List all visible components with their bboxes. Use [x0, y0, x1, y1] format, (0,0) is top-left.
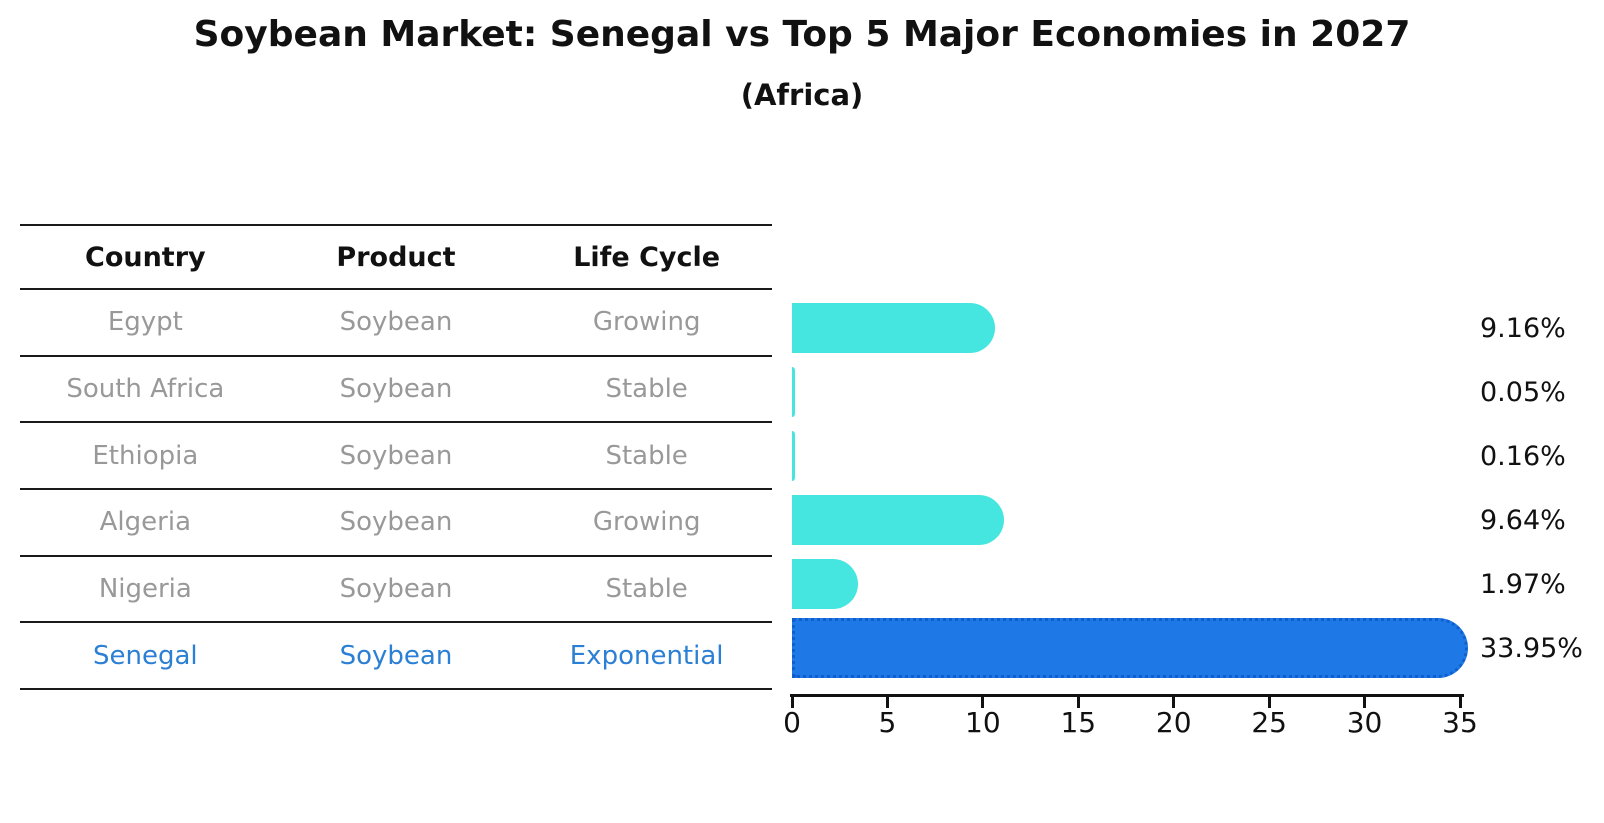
table-header-product: Product — [336, 241, 456, 273]
table-row-ethiopia: Ethiopia Soybean Stable — [20, 423, 772, 491]
table-row-algeria: Algeria Soybean Growing — [20, 490, 772, 557]
x-axis-line — [790, 694, 1464, 697]
value-label-nigeria: 1.97% — [1480, 569, 1566, 600]
x-tick-label-0: 0 — [783, 706, 801, 739]
x-tick-10 — [981, 697, 985, 708]
chart-subtitle: (Africa) — [740, 78, 864, 112]
cell-product: Soybean — [339, 574, 453, 605]
table-row-nigeria: Nigeria Soybean Stable — [20, 557, 772, 624]
cell-life-cycle: Growing — [592, 507, 701, 538]
x-tick-label-30: 30 — [1346, 706, 1383, 739]
x-tick-35 — [1458, 697, 1462, 708]
value-label-egypt: 9.16% — [1480, 313, 1566, 344]
bar-nigeria — [792, 559, 858, 609]
cell-life-cycle: Stable — [605, 440, 688, 471]
cell-product: Soybean — [339, 374, 453, 405]
x-tick-label-35: 35 — [1442, 706, 1478, 739]
cell-country: Egypt — [107, 307, 183, 338]
x-tick-label-20: 20 — [1155, 706, 1192, 739]
table-header-row: Country Product Life Cycle — [20, 224, 772, 290]
table-row-south-africa: South Africa Soybean Stable — [20, 357, 772, 424]
cell-life-cycle: Stable — [605, 574, 688, 605]
table-header-country: Country — [85, 241, 206, 273]
comparison-table: Country Product Life Cycle Egypt Soybean G… — [20, 224, 772, 691]
table-row-senegal: Senegal Soybean Exponential — [20, 623, 772, 691]
cell-product: Soybean — [339, 507, 453, 538]
bar-algeria — [792, 495, 1004, 545]
x-tick-25 — [1267, 697, 1271, 708]
cell-country: Senegal — [93, 640, 198, 671]
cell-life-cycle: Growing — [592, 307, 701, 338]
value-label-senegal: 33.95% — [1480, 633, 1583, 664]
cell-country: Algeria — [99, 507, 191, 538]
cell-product: Soybean — [339, 640, 453, 671]
bar-south-africa — [792, 367, 795, 417]
x-tick-15 — [1076, 697, 1080, 708]
table-body: Egypt Soybean Growing South Africa Soybean St… — [20, 290, 772, 691]
cell-country: Ethiopia — [92, 440, 199, 471]
x-tick-5 — [885, 697, 889, 708]
table-header-lifecycle: Life Cycle — [573, 241, 721, 273]
bar-egypt — [792, 303, 995, 353]
value-label-ethiopia: 0.16% — [1480, 441, 1566, 472]
cell-country: South Africa — [66, 374, 225, 405]
x-tick-0 — [790, 697, 794, 708]
x-tick-label-15: 15 — [1060, 706, 1097, 739]
cell-product: Soybean — [339, 307, 453, 338]
cell-product: Soybean — [339, 440, 453, 471]
cell-country: Nigeria — [98, 574, 192, 605]
x-tick-label-10: 10 — [965, 706, 1001, 739]
value-label-algeria: 9.64% — [1480, 505, 1566, 536]
bar-senegal — [792, 618, 1468, 678]
x-tick-label-25: 25 — [1251, 706, 1287, 739]
bar-ethiopia — [792, 431, 796, 481]
x-tick-20 — [1172, 697, 1176, 708]
value-label-south-africa: 0.05% — [1480, 377, 1566, 408]
cell-life-cycle: Stable — [605, 374, 688, 405]
x-tick-30 — [1363, 697, 1367, 708]
table-row-egypt: Egypt Soybean Growing — [20, 290, 772, 357]
cell-life-cycle: Exponential — [569, 640, 724, 671]
x-tick-label-5: 5 — [878, 706, 897, 739]
chart-title: Soybean Market: Senegal vs Top 5 Major E… — [193, 14, 1411, 55]
